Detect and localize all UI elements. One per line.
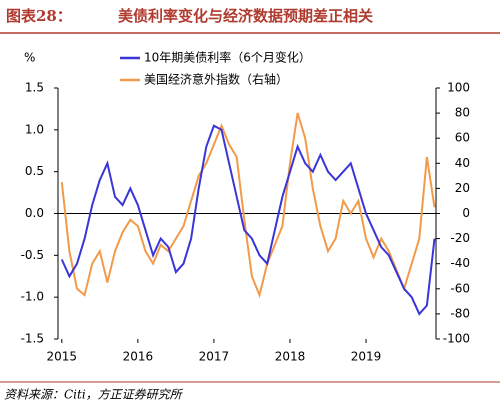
legend-label: 10年期美债利率（6个月变化） xyxy=(144,50,311,65)
y-axis-label: % xyxy=(24,51,35,65)
y-tick-label: 1.0 xyxy=(25,122,44,136)
source: 资料来源：Citi，方正证券研究所 xyxy=(4,388,184,402)
y2-tick-label: 20 xyxy=(455,181,470,195)
chart-title: 美债利率变化与经济数据预期差正相关 xyxy=(118,7,373,25)
y2-tick-label: 80 xyxy=(455,106,470,120)
y2-tick-label: 60 xyxy=(455,131,470,145)
legend-label: 美国经济意外指数（右轴） xyxy=(144,72,288,87)
y2-tick-label: -60 xyxy=(450,281,470,295)
y2-tick-label: 0 xyxy=(462,206,470,220)
x-tick-label: 2018 xyxy=(275,350,306,364)
x-tick-label: 2016 xyxy=(123,350,154,364)
y-tick-label: 1.5 xyxy=(25,81,44,95)
y2-tick-label: -40 xyxy=(450,256,470,270)
y2-tick-label: 100 xyxy=(447,81,470,95)
series-line xyxy=(60,112,436,299)
x-tick-label: 2017 xyxy=(199,350,230,364)
y2-tick-label: -20 xyxy=(450,231,470,245)
series-line xyxy=(60,124,436,316)
y-tick-label: -0.5 xyxy=(21,248,44,262)
figure-label: 图表28： xyxy=(6,7,72,25)
y2-tick-label: 40 xyxy=(455,156,470,170)
y-tick-label: 0.5 xyxy=(25,164,44,178)
y-tick-label: -1.5 xyxy=(21,332,44,346)
y-tick-label: 0.0 xyxy=(25,206,44,220)
x-tick-label: 2019 xyxy=(351,350,382,364)
y2-tick-label: -80 xyxy=(450,306,470,320)
y-tick-label: -1.0 xyxy=(21,290,44,304)
y2-tick-label: -100 xyxy=(443,332,470,346)
x-tick-label: 2015 xyxy=(47,350,78,364)
